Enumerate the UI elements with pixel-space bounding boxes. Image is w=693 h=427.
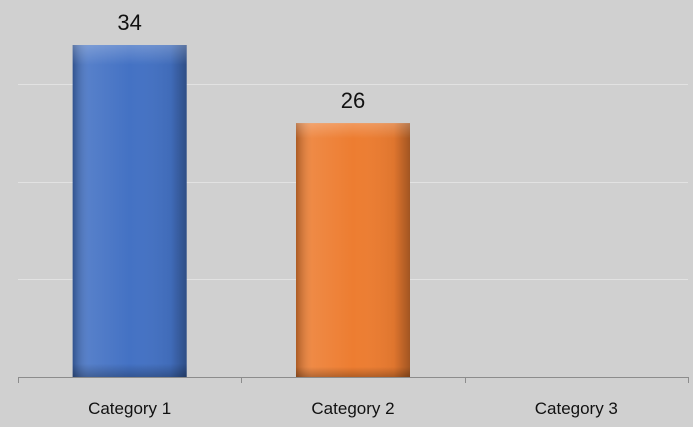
bars [72,45,410,377]
x-tick-label-1: Category 1 [88,399,171,418]
x-tick-label-3: Category 3 [535,399,618,418]
bar-1-bevel-ends [72,45,187,377]
data-label-1: 34 [117,10,141,35]
labels: 34 Category 1 26 Category 2 Category 3 [88,10,618,418]
x-axis [18,377,689,383]
bar-2-bevel-ends [296,123,410,377]
x-tick-label-2: Category 2 [311,399,394,418]
data-label-2: 26 [341,88,365,113]
